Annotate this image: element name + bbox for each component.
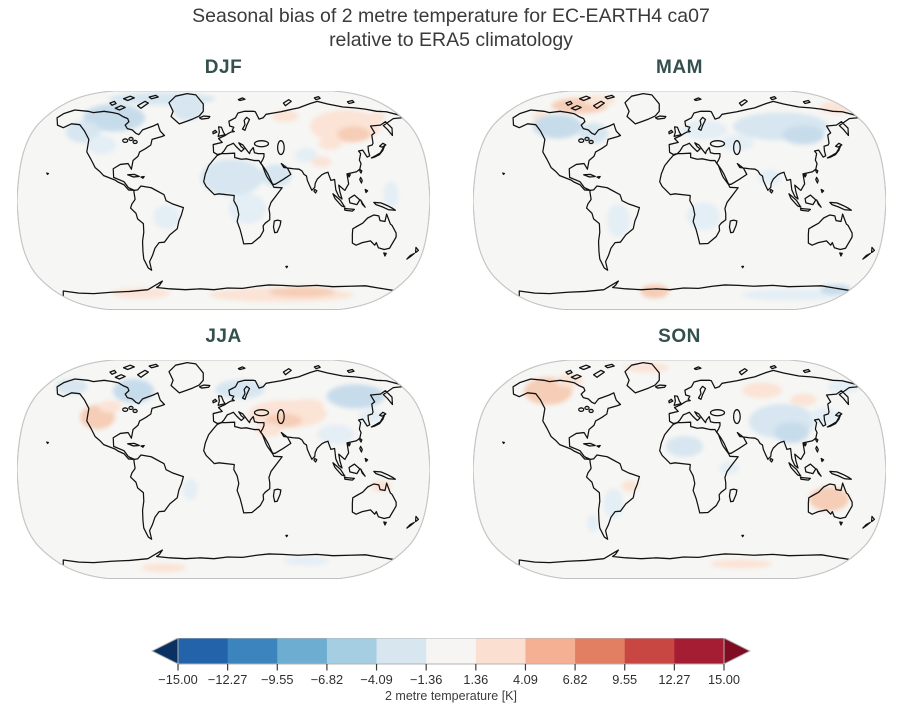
bias-patch [294, 148, 318, 162]
colorbar-tick-label: 9.55 [612, 672, 637, 687]
bias-patch [621, 480, 639, 492]
colorbar-segment [326, 638, 378, 664]
bias-patch [383, 181, 399, 208]
colorbar-tick-label: 4.09 [513, 672, 538, 687]
colorbar-tick-label: −9.55 [261, 672, 293, 687]
bias-patch [532, 114, 583, 139]
panel-title: MAM [656, 57, 703, 78]
colorbar-segment [426, 638, 477, 664]
colorbar-segment [525, 638, 576, 664]
bias-patch [358, 409, 384, 423]
bias-patch [774, 422, 810, 443]
world-map-svg [473, 91, 886, 310]
bias-patch [140, 563, 187, 573]
figure-title: Seasonal bias of 2 metre temperature for… [192, 5, 710, 27]
bias-patch [311, 156, 332, 168]
bias-patch [809, 486, 849, 512]
bias-patches [524, 363, 860, 569]
colorbar-tick-label: 12.27 [658, 672, 690, 687]
panel-son: SON [473, 326, 886, 579]
bias-patch [283, 556, 329, 566]
bias-patch [83, 103, 146, 132]
colorbar-segment [227, 638, 278, 664]
bias-patch [326, 384, 385, 409]
world-map-svg [17, 360, 430, 579]
colorbar-tick-label: −15.00 [158, 672, 198, 687]
bias-patch [111, 287, 170, 299]
panel-title: SON [658, 326, 701, 347]
bias-patch [260, 164, 292, 187]
colorbar-tick-label: 6.82 [563, 672, 588, 687]
bias-patch [268, 286, 336, 298]
colorbar-segment [475, 638, 526, 664]
world-map-svg [17, 91, 430, 310]
bias-patch [183, 479, 198, 500]
bias-patch [606, 204, 630, 237]
bias-patch [681, 120, 727, 140]
bias-patch [623, 363, 670, 373]
bias-patch [290, 398, 324, 412]
bias-patch [640, 284, 669, 299]
bias-patch [87, 135, 117, 155]
bias-patch [365, 112, 386, 123]
panel-mam: MAM [473, 57, 886, 310]
colorbar-extend-low [150, 637, 179, 665]
bias-patch [215, 379, 265, 399]
bias-patch [318, 137, 342, 150]
panel-title: DJF [204, 57, 243, 78]
bias-patch [720, 135, 754, 151]
colorbar-axis-label: 2 metre temperature [K] [384, 689, 517, 703]
bias-patch [741, 289, 841, 301]
bias-patch [790, 393, 817, 406]
bias-patch [586, 514, 599, 532]
bias-patch [317, 424, 355, 444]
colorbar-segment [575, 638, 626, 664]
bias-patch [200, 159, 263, 196]
bias-patch [65, 121, 101, 143]
figure-title-block: Seasonal bias of 2 metre temperature for… [0, 5, 902, 53]
colorbar-segment [674, 638, 725, 664]
bias-patch [757, 169, 782, 186]
colorbar-tick-label: −12.27 [208, 672, 248, 687]
bias-patch [665, 436, 704, 457]
bias-patches [55, 379, 392, 573]
bias-patch [153, 205, 180, 230]
bias-patch [337, 126, 371, 142]
colorbar-tick-label: 1.36 [463, 672, 488, 687]
colorbar-frame [177, 637, 725, 665]
panel-title: JJA [205, 326, 242, 347]
figure-subtitle: relative to ERA5 climatology [329, 28, 573, 51]
bias-patch [742, 382, 782, 399]
colorbar: −15.00 −12.27 −9.55 −6.82 −4.09 −1.36 1.36 4.09… [150, 637, 752, 696]
colorbar-segment [178, 638, 229, 664]
world-map-svg [473, 360, 886, 579]
panel-jja: JJA [17, 326, 430, 579]
colorbar-svg: −15.00 −12.27 −9.55 −6.82 −4.09 −1.36 1.36 4.09… [150, 637, 752, 687]
bias-patch [256, 423, 282, 437]
colorbar-tick-label: −1.36 [410, 672, 442, 687]
colorbar-tick-label: −6.82 [311, 672, 343, 687]
bias-patch [686, 202, 720, 231]
bias-patch [710, 559, 773, 569]
panel-djf: DJF [17, 57, 430, 310]
bias-patch [579, 122, 609, 144]
colorbar-tick-label: −4.09 [360, 672, 392, 687]
colorbar-tick-label: 15.00 [708, 672, 740, 687]
colorbar-segment [277, 638, 328, 664]
bias-patch [98, 400, 122, 413]
colorbar-segment [376, 638, 427, 664]
colorbar-extend-high [723, 637, 752, 665]
bias-patch [171, 96, 204, 121]
bias-patch [272, 110, 299, 123]
bias-patch [782, 125, 825, 145]
colorbar-segment [624, 638, 675, 664]
